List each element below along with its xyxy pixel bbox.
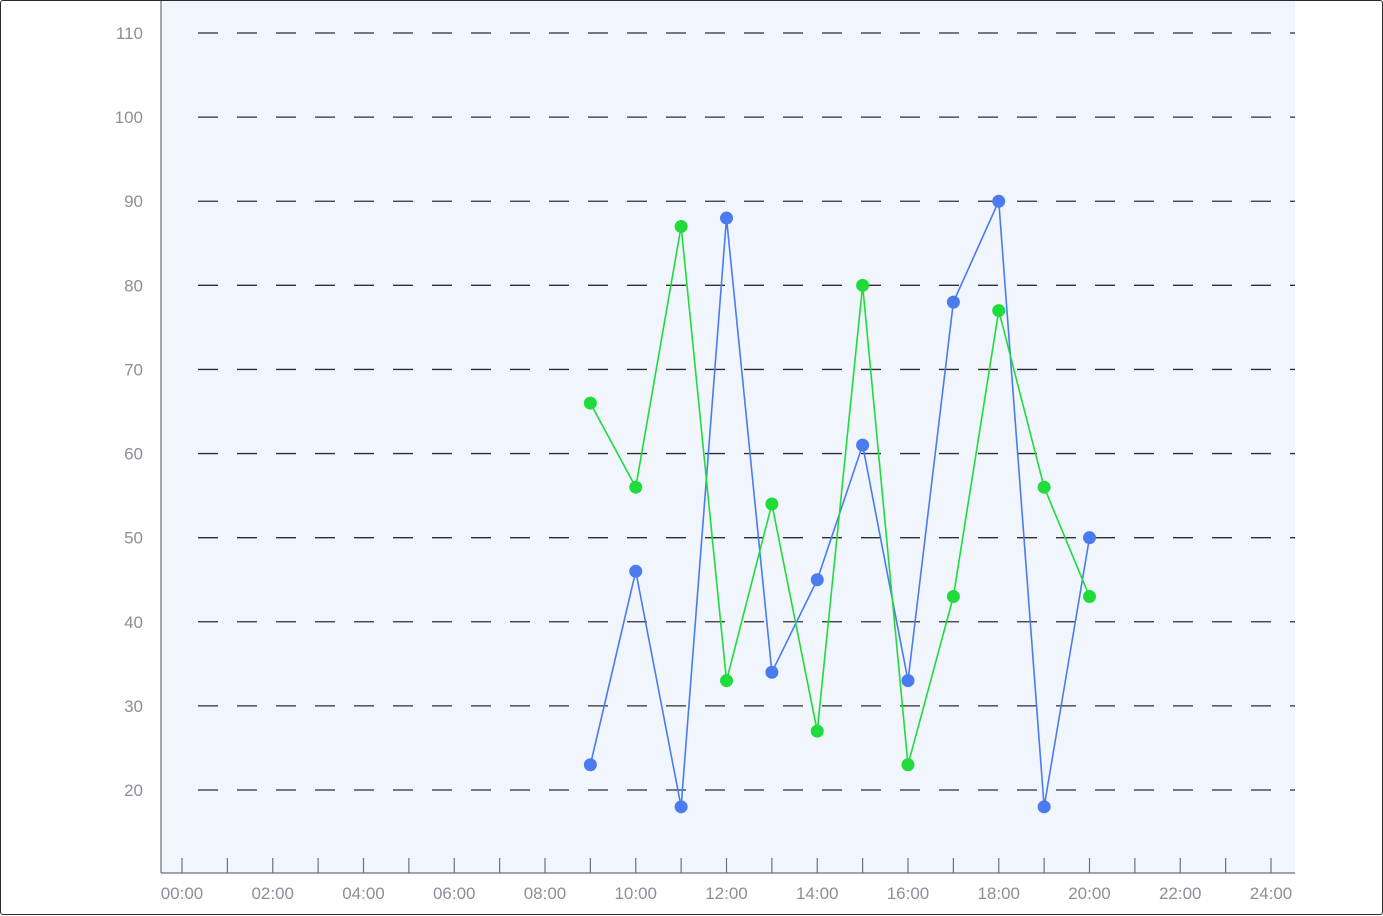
x-axis: 00:00 02:00 04:00 06:00 08:00 10:00 12:00 14:00… bbox=[160, 1, 1295, 903]
x-tick-label: 24:00 bbox=[1250, 884, 1293, 903]
x-tick-label: 22:00 bbox=[1159, 884, 1202, 903]
data-point bbox=[629, 480, 643, 494]
y-tick-label: 110 bbox=[116, 24, 143, 43]
x-tick-label: 06:00 bbox=[433, 884, 476, 903]
data-point bbox=[992, 304, 1006, 318]
x-tick-label: 12:00 bbox=[705, 884, 748, 903]
x-tick-label: 20:00 bbox=[1068, 884, 1111, 903]
data-point bbox=[901, 758, 915, 772]
x-tick-label: 00:00 bbox=[161, 884, 204, 903]
data-point bbox=[629, 564, 643, 578]
series-layer bbox=[583, 194, 1096, 814]
data-point bbox=[720, 211, 733, 225]
data-point bbox=[901, 674, 915, 688]
x-tick-label: 10:00 bbox=[614, 884, 657, 903]
series-2 bbox=[583, 219, 1096, 772]
data-point bbox=[720, 674, 733, 688]
grid-lines bbox=[198, 32, 1295, 791]
x-tick-label: 08:00 bbox=[524, 884, 567, 903]
y-tick-label: 100 bbox=[115, 108, 143, 127]
data-point bbox=[1037, 480, 1051, 494]
data-point bbox=[674, 219, 688, 233]
y-tick-label: 80 bbox=[124, 276, 143, 295]
x-tick-label: 16:00 bbox=[887, 884, 930, 903]
y-axis-ticks: 20 30 40 50 60 70 80 90 100 110 bbox=[115, 24, 143, 800]
plot-background bbox=[161, 1, 1295, 873]
x-tick-label: 18:00 bbox=[977, 884, 1020, 903]
data-point bbox=[1037, 800, 1051, 814]
x-tick-label: 02:00 bbox=[251, 884, 294, 903]
data-point bbox=[992, 194, 1006, 208]
y-tick-label: 50 bbox=[124, 529, 143, 548]
data-point bbox=[765, 497, 779, 511]
data-point bbox=[674, 800, 688, 814]
x-tick-label: 04:00 bbox=[342, 884, 385, 903]
series-line bbox=[589, 225, 1091, 766]
data-point bbox=[946, 590, 960, 604]
data-point bbox=[856, 438, 870, 452]
data-point bbox=[1083, 531, 1096, 545]
data-point bbox=[856, 278, 870, 292]
data-point bbox=[583, 758, 597, 772]
y-tick-label: 30 bbox=[124, 697, 143, 716]
x-tick-label: 14:00 bbox=[796, 884, 839, 903]
data-point bbox=[765, 665, 779, 679]
y-tick-label: 20 bbox=[124, 781, 143, 800]
data-point bbox=[946, 295, 960, 309]
y-tick-label: 90 bbox=[124, 192, 143, 211]
y-tick-label: 60 bbox=[124, 445, 143, 464]
data-point bbox=[810, 724, 824, 738]
y-tick-label: 40 bbox=[124, 613, 143, 632]
y-tick-label: 70 bbox=[124, 360, 143, 379]
data-point bbox=[810, 573, 824, 587]
data-point bbox=[583, 396, 597, 410]
data-point bbox=[1083, 590, 1096, 604]
